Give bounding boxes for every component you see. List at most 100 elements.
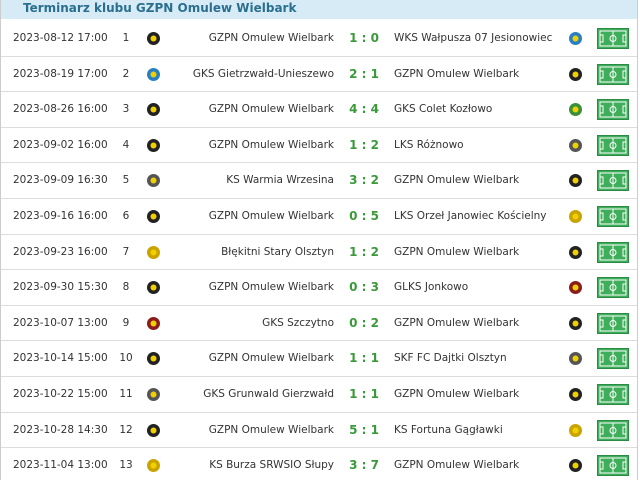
round-number: 13 xyxy=(119,459,133,472)
club-crest xyxy=(147,174,160,188)
club-crest xyxy=(569,174,582,188)
match-details-link[interactable] xyxy=(597,312,629,334)
club-crest xyxy=(569,281,582,295)
club-crest xyxy=(147,67,160,81)
home-team: GZPN Omulew Wielbark xyxy=(208,352,334,365)
home-team: GZPN Omulew Wielbark xyxy=(208,281,334,294)
round-number: 9 xyxy=(122,316,130,329)
home-team: GZPN Omulew Wielbark xyxy=(208,103,334,116)
away-team: SKF FC Dajtki Olsztyn xyxy=(394,352,507,365)
match-details-link[interactable] xyxy=(597,384,629,405)
away-team: KS Fortuna Gągławki xyxy=(394,423,503,436)
score: 0 : 2 xyxy=(349,315,379,330)
home-team: Błękitni Stary Olsztyn xyxy=(221,245,334,258)
away-team: GLKS Jonkowo xyxy=(394,281,469,294)
round-number: 3 xyxy=(122,103,130,116)
round-number: 10 xyxy=(119,352,133,365)
club-crest xyxy=(569,459,582,473)
away-team: GZPN Omulew Wielbark xyxy=(394,459,520,472)
match-date: 2023-09-23 16:00 xyxy=(13,245,108,258)
match-date: 2023-09-09 16:30 xyxy=(13,174,108,187)
round-number: 2 xyxy=(122,67,130,80)
club-crest xyxy=(147,281,160,295)
fixture-row: 2023-09-30 15:30 8 GZPN Omulew Wielbark 0 :… xyxy=(1,270,637,306)
fixture-row: 2023-10-07 13:00 9 GKS Szczytno 0 : 2 GZPN O… xyxy=(1,306,637,342)
score: 3 : 7 xyxy=(349,458,379,473)
club-crest xyxy=(569,32,582,45)
match-date: 2023-09-16 16:00 xyxy=(13,210,108,222)
fixture-row: 2023-10-28 14:30 12 GZPN Omulew Wielbark 5 … xyxy=(1,413,637,449)
away-team: GZPN Omulew Wielbark xyxy=(394,316,520,329)
fixture-row: 2023-10-14 15:00 10 GZPN Omulew Wielbark 1 … xyxy=(1,341,637,377)
home-team: GZPN Omulew Wielbark xyxy=(208,210,334,222)
score: 0 : 5 xyxy=(349,209,379,223)
home-team: GZPN Omulew Wielbark xyxy=(208,32,334,44)
match-details-link[interactable] xyxy=(597,134,629,156)
club-crest xyxy=(569,103,582,117)
club-crest xyxy=(147,32,160,45)
fixture-row: 2023-09-02 16:00 4 GZPN Omulew Wielbark 1 :… xyxy=(1,128,637,164)
club-crest xyxy=(147,316,160,330)
round-number: 11 xyxy=(119,388,133,400)
home-team: GKS Gietrzwałd-Unieszewo xyxy=(192,67,334,80)
match-details-link[interactable] xyxy=(597,348,629,370)
fixture-row: 2023-08-26 16:00 3 GZPN Omulew Wielbark 4 :… xyxy=(1,92,637,128)
match-details-link[interactable] xyxy=(597,206,629,227)
club-crest xyxy=(569,245,582,259)
club-crest xyxy=(147,103,160,117)
round-number: 8 xyxy=(122,281,130,294)
match-details-link[interactable] xyxy=(597,277,629,299)
score: 1 : 0 xyxy=(349,31,379,45)
away-team: GZPN Omulew Wielbark xyxy=(394,67,520,80)
away-team: LKS Różnowo xyxy=(394,138,464,151)
match-date: 2023-08-12 17:00 xyxy=(13,32,108,44)
match-date: 2023-09-02 16:00 xyxy=(13,138,108,151)
score: 1 : 2 xyxy=(349,244,379,259)
score: 0 : 3 xyxy=(349,280,379,295)
match-details-link[interactable] xyxy=(597,99,629,121)
club-crest xyxy=(147,245,160,259)
home-team: GZPN Omulew Wielbark xyxy=(208,138,334,151)
away-team: LKS Orzeł Janowiec Kościelny xyxy=(394,210,547,222)
club-crest xyxy=(569,423,582,437)
score: 1 : 2 xyxy=(349,137,379,152)
match-details-link[interactable] xyxy=(597,170,629,192)
match-details-link[interactable] xyxy=(597,455,629,477)
away-team: GKS Colet Kozłowo xyxy=(394,103,493,116)
round-number: 7 xyxy=(122,245,130,258)
panel-title: Terminarz klubu GZPN Omulew Wielbark xyxy=(1,0,637,19)
score: 1 : 1 xyxy=(349,387,379,401)
away-team: WKS Wałpusza 07 Jesionowiec xyxy=(394,32,553,44)
home-team: KS Warmia Wrzesina xyxy=(226,174,334,187)
round-number: 6 xyxy=(122,210,130,222)
club-crest xyxy=(569,67,582,81)
round-number: 1 xyxy=(122,32,130,44)
round-number: 12 xyxy=(119,423,133,436)
match-details-link[interactable] xyxy=(597,241,629,263)
match-date: 2023-10-07 13:00 xyxy=(13,316,108,329)
club-crest xyxy=(147,352,160,366)
home-team: KS Burza SRWSIO Słupy xyxy=(209,459,334,472)
match-details-link[interactable] xyxy=(597,28,629,49)
match-date: 2023-10-22 15:00 xyxy=(13,388,108,400)
score: 5 : 1 xyxy=(349,422,379,437)
match-details-link[interactable] xyxy=(597,63,629,85)
score: 1 : 1 xyxy=(349,351,379,366)
score: 3 : 2 xyxy=(349,173,379,188)
fixture-row: 2023-09-09 16:30 5 KS Warmia Wrzesina 3 : 2… xyxy=(1,163,637,199)
match-details-link[interactable] xyxy=(597,419,629,441)
club-crest xyxy=(569,210,582,223)
fixture-row: 2023-08-19 17:00 2 GKS Gietrzwałd-Unieszew… xyxy=(1,57,637,93)
home-team: GKS Szczytno xyxy=(262,316,334,329)
club-crest xyxy=(147,138,160,152)
fixture-row: 2023-09-16 16:00 6 GZPN Omulew Wielbark 0 :… xyxy=(1,199,637,235)
club-crest xyxy=(569,138,582,152)
round-number: 5 xyxy=(122,174,130,187)
match-date: 2023-08-26 16:00 xyxy=(13,103,108,116)
score: 4 : 4 xyxy=(349,102,379,117)
fixture-row: 2023-08-12 17:00 1 GZPN Omulew Wielbark 1 :… xyxy=(1,21,637,57)
match-date: 2023-09-30 15:30 xyxy=(13,281,108,294)
away-team: GZPN Omulew Wielbark xyxy=(394,245,520,258)
club-crest xyxy=(147,459,160,473)
away-team: GZPN Omulew Wielbark xyxy=(394,388,520,400)
